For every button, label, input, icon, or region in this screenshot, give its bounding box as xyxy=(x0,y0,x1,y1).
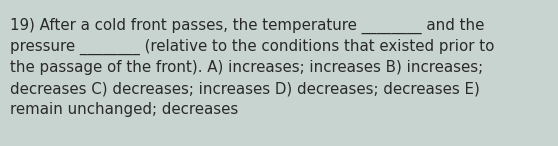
Text: decreases C) decreases; increases D) decreases; decreases E): decreases C) decreases; increases D) dec… xyxy=(10,81,480,96)
Text: remain unchanged; decreases: remain unchanged; decreases xyxy=(10,102,238,117)
Text: pressure ________ (relative to the conditions that existed prior to: pressure ________ (relative to the condi… xyxy=(10,39,494,55)
Text: 19) After a cold front passes, the temperature ________ and the: 19) After a cold front passes, the tempe… xyxy=(10,18,484,34)
Text: the passage of the front). A) increases; increases B) increases;: the passage of the front). A) increases;… xyxy=(10,60,483,75)
